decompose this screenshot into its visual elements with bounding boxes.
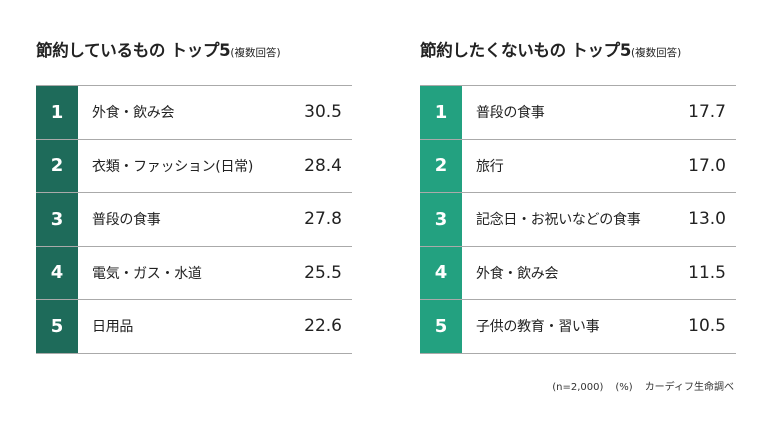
item-label: 外食・飲み会	[476, 265, 559, 282]
panel-title-note: (複数回答)	[230, 47, 281, 59]
unit-label: (%)	[615, 382, 633, 393]
item-label: 電気・ガス・水道	[92, 265, 202, 282]
table-row: 4 外食・飲み会 11.5	[420, 246, 736, 300]
item-value: 30.5	[304, 102, 342, 123]
panel-title-note: (複数回答)	[631, 47, 682, 59]
item-label: 衣類・ファッション(日常)	[92, 158, 254, 175]
panel-title-text: 節約したくないもの トップ5	[420, 41, 632, 60]
source-label: カーディフ生命調べ	[644, 382, 734, 393]
rank-badge: 3	[420, 193, 462, 246]
item-label: 普段の食事	[92, 212, 161, 229]
table-row: 2 衣類・ファッション(日常) 28.4	[36, 139, 352, 193]
panel-title: 節約したくないもの トップ5(複数回答)	[420, 36, 736, 66]
rank-badge: 5	[36, 300, 78, 353]
table-row: 4 電気・ガス・水道 25.5	[36, 246, 352, 300]
rank-badge: 3	[36, 193, 78, 246]
rank-badge: 2	[420, 139, 462, 192]
table-row: 3 記念日・お祝いなどの食事 13.0	[420, 193, 736, 247]
rank-badge: 5	[420, 300, 462, 353]
item-label: 普段の食事	[476, 105, 545, 122]
table-row: 1 外食・飲み会 30.5	[36, 86, 352, 140]
item-value: 17.0	[688, 155, 726, 176]
item-label: 旅行	[476, 158, 504, 175]
item-value: 25.5	[304, 262, 342, 283]
saving-ranking-panel: 節約しているもの トップ5(複数回答) 1 外食・飲み会 30.5 2 衣類・ファッシ…	[36, 36, 352, 354]
table-row: 5 日用品 22.6	[36, 300, 352, 354]
item-label: 記念日・お祝いなどの食事	[476, 212, 641, 229]
item-value: 28.4	[304, 155, 342, 176]
rank-badge: 2	[36, 139, 78, 192]
rank-badge: 4	[36, 246, 78, 299]
item-label: 外食・飲み会	[92, 105, 175, 122]
item-label: 子供の教育・習い事	[476, 319, 600, 336]
item-value: 22.6	[304, 316, 342, 337]
item-value: 27.8	[304, 209, 342, 230]
rank-badge: 1	[420, 86, 462, 139]
ranking-table: 1 外食・飲み会 30.5 2 衣類・ファッション(日常) 28.4 3 普段の食事 27.…	[36, 85, 352, 354]
ranking-table: 1 普段の食事 17.7 2 旅行 17.0 3 記念日・お祝いなどの食事 13.0 4 外食…	[420, 85, 736, 354]
rank-badge: 4	[420, 246, 462, 299]
table-row: 1 普段の食事 17.7	[420, 86, 736, 140]
item-value: 10.5	[688, 316, 726, 337]
panel-title-text: 節約しているもの トップ5	[36, 41, 231, 60]
panel-title: 節約しているもの トップ5(複数回答)	[36, 36, 352, 66]
item-value: 11.5	[688, 262, 726, 283]
table-row: 3 普段の食事 27.8	[36, 193, 352, 247]
sample-size: (n=2,000)	[552, 382, 604, 393]
not-saving-ranking-panel: 節約したくないもの トップ5(複数回答) 1 普段の食事 17.7 2 旅行 17.0 …	[420, 36, 736, 354]
item-value: 13.0	[688, 209, 726, 230]
item-value: 17.7	[688, 102, 726, 123]
table-row: 5 子供の教育・習い事 10.5	[420, 300, 736, 354]
table-row: 2 旅行 17.0	[420, 139, 736, 193]
item-label: 日用品	[92, 319, 134, 336]
source-note: (n=2,000) (%) カーディフ生命調べ	[540, 378, 734, 393]
rank-badge: 1	[36, 86, 78, 139]
